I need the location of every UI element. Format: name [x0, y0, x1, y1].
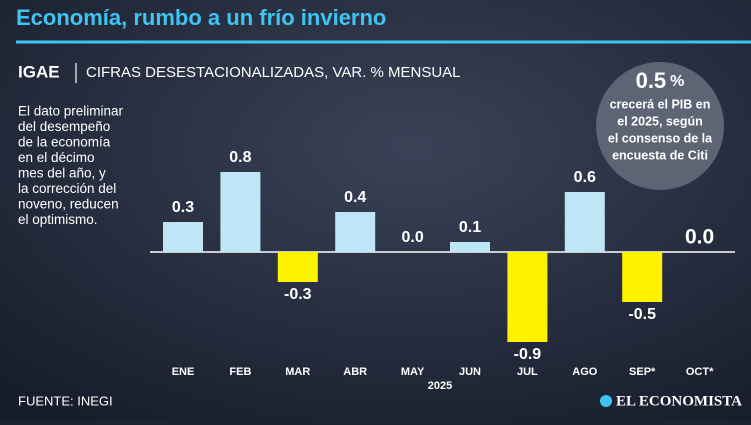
value-label: 0.6 — [574, 169, 596, 186]
callout-line: encuesta de Citi — [612, 148, 708, 162]
bar — [277, 252, 318, 282]
bar — [220, 172, 261, 252]
x-tick-label: AGO — [572, 366, 598, 378]
x-tick-label: ENE — [172, 366, 195, 378]
callout-circle — [596, 62, 724, 190]
description-line: noveno, reducen — [18, 197, 119, 212]
subtitle: CIFRAS DESESTACIONALIZADAS, VAR. % MENSU… — [86, 64, 461, 81]
value-label: 0.4 — [344, 189, 366, 206]
value-label: -0.5 — [628, 306, 656, 323]
bar — [622, 252, 663, 302]
bar — [163, 222, 203, 252]
x-tick-label: OCT* — [686, 366, 714, 378]
bar — [335, 212, 376, 252]
value-label: -0.9 — [514, 346, 542, 363]
subtitle-lead: IGAE — [18, 62, 60, 81]
value-label: -0.3 — [284, 286, 312, 303]
source: FUENTE: INEGI — [18, 393, 113, 408]
description-line: El dato preliminar — [18, 104, 124, 119]
description-line: mes del año, y — [18, 166, 106, 181]
callout-value: 0.5% — [636, 68, 685, 93]
callout-line: el consenso de la — [608, 131, 713, 145]
description-line: en el décimo — [18, 150, 95, 165]
x-tick-label: MAR — [285, 366, 310, 378]
x-tick-label: MAY — [401, 366, 425, 378]
value-label: 0.3 — [172, 199, 194, 216]
value-label: 0.1 — [459, 219, 481, 236]
description-line: la corrección del — [18, 181, 116, 196]
callout-line: crecerá el PIB en — [610, 97, 711, 111]
description-line: de la economía — [18, 135, 111, 150]
x-tick-label: SEP* — [629, 366, 656, 378]
callout-line: el 2025, según — [617, 114, 702, 128]
x-tick-label: ABR — [343, 366, 367, 378]
bar — [564, 192, 605, 252]
value-label: 0.0 — [401, 229, 423, 246]
callout-unit: % — [670, 73, 684, 90]
x-tick-label: JUL — [517, 366, 538, 378]
value-label: 0.8 — [229, 149, 251, 166]
brand: EL ECONOMISTA — [616, 393, 742, 409]
description-line: del desempeño — [18, 119, 110, 134]
x-tick-label: FEB — [229, 366, 251, 378]
bar — [507, 252, 548, 342]
x-tick-label: JUN — [459, 366, 481, 378]
chart-title: Economía, rumbo a un frío invierno — [16, 5, 386, 30]
description-line: el optimismo. — [18, 212, 98, 227]
value-label: 0.0 — [685, 226, 714, 249]
callout-number: 0.5 — [636, 68, 667, 93]
bar — [450, 242, 490, 252]
x-group-label: 2025 — [428, 380, 452, 392]
brand-icon — [600, 395, 612, 407]
